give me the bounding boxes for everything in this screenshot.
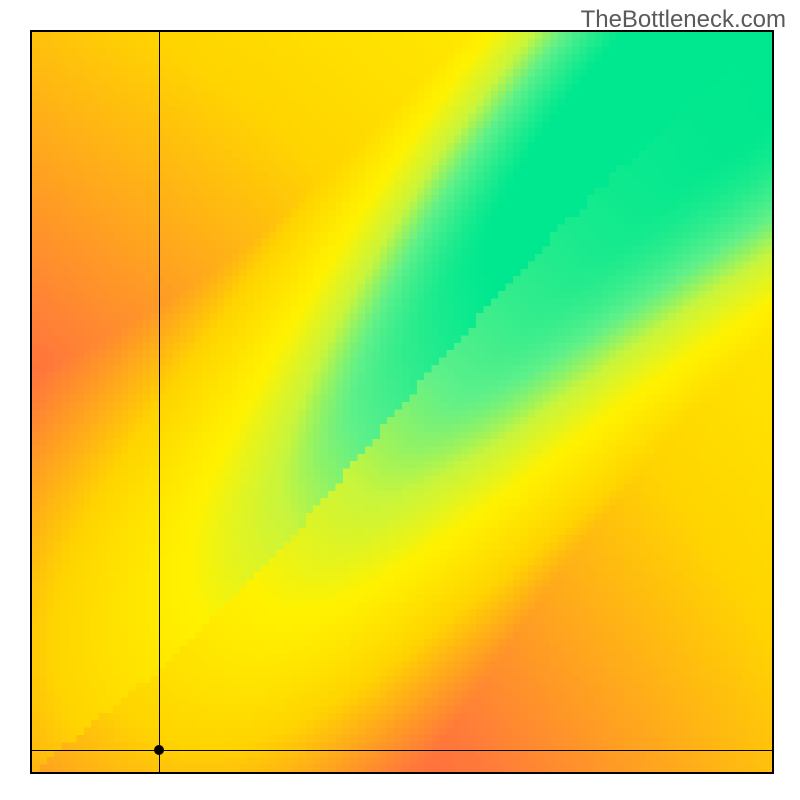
crosshair-horizontal-line	[32, 750, 772, 751]
crosshair-intersection-dot	[154, 745, 164, 755]
watermark-text: TheBottleneck.com	[581, 6, 786, 34]
bottleneck-heatmap-chart	[30, 30, 774, 774]
crosshair-vertical-line	[159, 32, 160, 772]
heatmap-canvas	[32, 32, 772, 772]
